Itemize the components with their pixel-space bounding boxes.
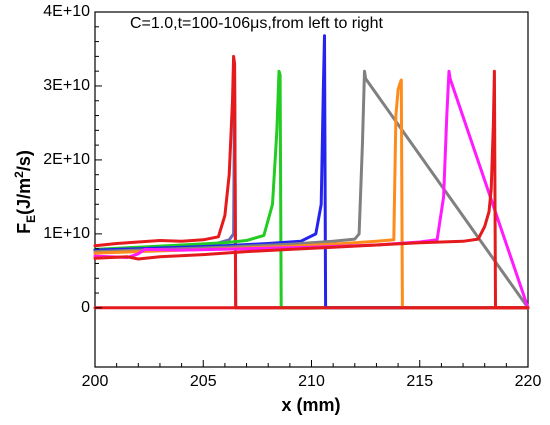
y-axis-title: FE(J/m2/s) [12,150,38,234]
y-tick-label: 1E+10 [43,225,90,242]
y-tick-label: 3E+10 [43,77,90,94]
y-axis-title-sup: 2 [12,171,26,178]
plot-frame [94,11,529,368]
series-group [93,34,530,310]
y-tick-label: 2E+10 [43,151,90,168]
y-axis-title-main: F [14,223,34,234]
y-axis-title-rest: (J/m [14,178,34,215]
x-tick-label: 215 [406,373,433,390]
series-line-5 [93,69,530,310]
x-tick-label: 200 [82,373,109,390]
y-axis-title-end: /s) [14,150,34,171]
series-line-7 [93,69,530,310]
x-tick-label: 220 [515,373,542,390]
axis-ticks: 200 205 210 215 220 0 1E+10 2E+10 3E+10 4E+10 [43,3,541,390]
x-tick-label: 210 [298,373,325,390]
series-line-3 [93,69,530,310]
y-tick-label: 0 [81,299,90,316]
x-axis-title: x (mm) [281,395,340,415]
y-axis-title-sub: E [24,215,38,223]
series-line-8 [93,69,530,310]
series-line-2 [93,54,530,310]
x-tick-label: 205 [190,373,217,390]
chart-annotation: C=1.0,t=100-106μs,from left to right [130,15,383,32]
series-line-4 [93,34,530,310]
y-tick-label: 4E+10 [43,3,90,20]
